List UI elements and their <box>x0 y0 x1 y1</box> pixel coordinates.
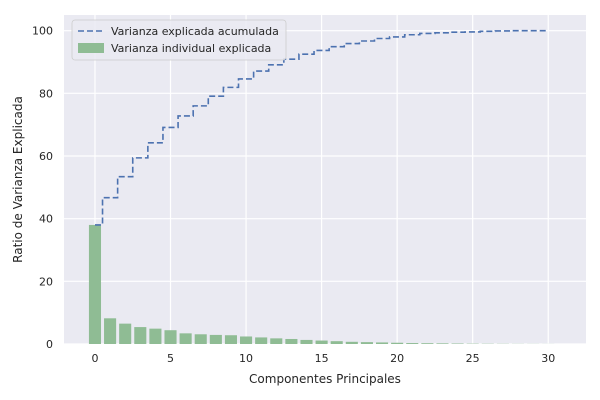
bar <box>345 341 358 344</box>
x-tick-label: 10 <box>239 352 253 365</box>
bar <box>315 340 328 344</box>
x-tick-label: 20 <box>390 352 404 365</box>
bar <box>421 343 434 344</box>
x-tick-label: 0 <box>91 352 98 365</box>
bar <box>406 343 419 344</box>
bar-series <box>88 224 555 344</box>
bar <box>179 333 192 344</box>
bar <box>88 224 102 344</box>
y-tick-label: 40 <box>39 213 53 226</box>
x-tick-label: 5 <box>167 352 174 365</box>
x-tick-label: 25 <box>466 352 480 365</box>
bar <box>391 342 404 344</box>
bar <box>104 318 117 344</box>
plot-area <box>64 15 586 344</box>
bar <box>224 335 237 344</box>
y-tick-label: 60 <box>39 150 53 163</box>
bar <box>300 339 313 344</box>
cumulative-step-line <box>94 29 549 226</box>
legend-entry-cumulative: Varianza explicada acumulada <box>111 25 279 38</box>
bar <box>375 342 389 344</box>
x-axis-label: Componentes Principales <box>249 372 401 386</box>
bar <box>255 337 268 344</box>
bar <box>360 342 373 344</box>
legend-box <box>71 19 287 61</box>
y-axis-label: Ratio de Varianza Explicada <box>11 96 25 263</box>
x-tick-label: 15 <box>315 352 329 365</box>
y-tick-label: 80 <box>39 87 53 100</box>
bar <box>330 341 343 344</box>
bar <box>209 334 222 344</box>
legend: Varianza explicada acumulada Varianza in… <box>71 19 287 61</box>
bar <box>436 343 449 344</box>
bar <box>194 334 207 344</box>
bar <box>134 327 147 344</box>
y-tick-label: 20 <box>39 275 53 288</box>
x-tick-labels: 0 5 10 15 20 25 30 <box>91 352 555 365</box>
x-tick-label: 30 <box>541 352 555 365</box>
y-tick-labels: 0 20 40 60 80 100 <box>32 25 53 351</box>
bar <box>119 323 132 344</box>
bar <box>270 338 283 344</box>
bar <box>149 328 162 344</box>
legend-bar-swatch <box>78 43 104 53</box>
legend-entry-individual: Varianza individual explicada <box>111 42 271 55</box>
bar <box>164 330 177 344</box>
y-tick-label: 0 <box>46 338 53 351</box>
bar <box>285 338 298 344</box>
y-tick-label: 100 <box>32 25 53 38</box>
bar <box>240 336 253 344</box>
